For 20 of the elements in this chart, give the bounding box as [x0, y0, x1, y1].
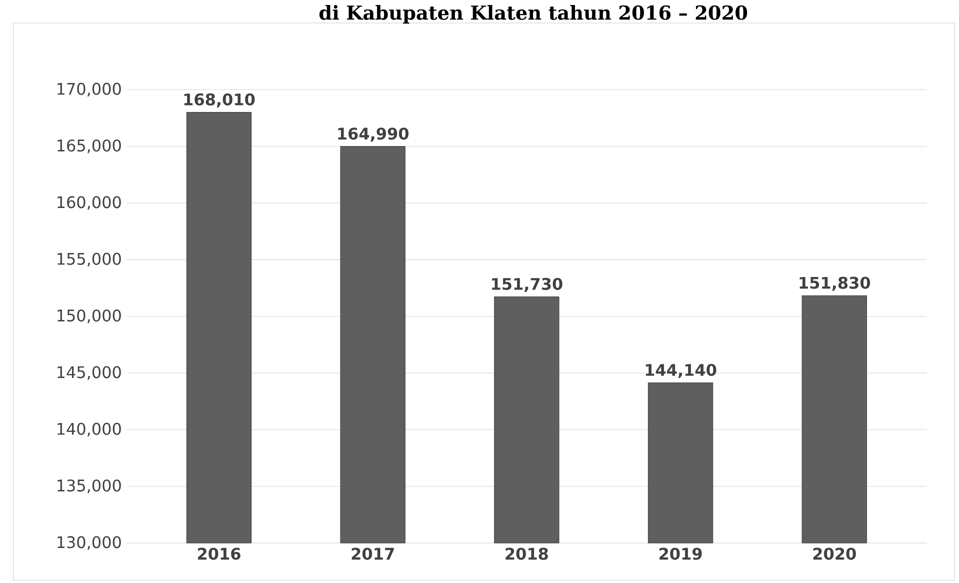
data-label: 151,730 — [492, 278, 562, 292]
data-label: 144,140 — [646, 364, 716, 378]
x-tick-label: 2020 — [813, 548, 856, 560]
data-label: 168,010 — [184, 93, 255, 108]
y-tick-label: 145,000 — [58, 366, 121, 380]
y-tick-label: 140,000 — [58, 422, 121, 437]
chart-title: di Kabupaten Klaten tahun 2016 – 2020 — [319, 5, 748, 24]
x-tick-label: 2018 — [506, 548, 548, 560]
x-tick-label: 2019 — [660, 548, 702, 560]
y-tick-label: 135,000 — [58, 479, 121, 494]
y-tick-label: 160,000 — [58, 196, 121, 210]
y-tick-label: 130,000 — [58, 536, 121, 550]
x-tick-label: 2016 — [198, 548, 240, 560]
y-tick-label: 170,000 — [58, 82, 121, 97]
x-tick-label: 2017 — [352, 548, 394, 560]
y-tick-label: 165,000 — [58, 139, 121, 154]
y-tick-label: 150,000 — [58, 309, 121, 324]
data-label: 151,830 — [800, 276, 870, 291]
y-tick-label: 155,000 — [58, 252, 121, 267]
data-label: 164,990 — [338, 128, 409, 142]
